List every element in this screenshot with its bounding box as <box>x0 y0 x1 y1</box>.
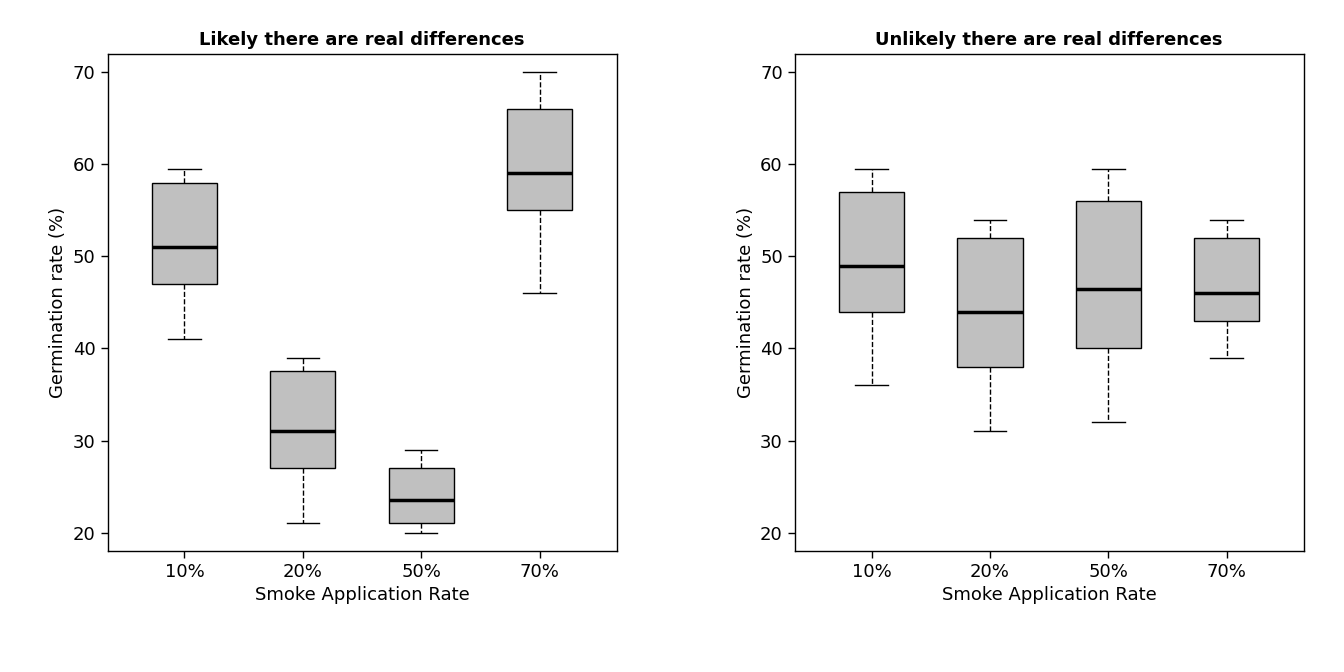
Y-axis label: Germination rate (%): Germination rate (%) <box>50 207 67 398</box>
Title: Likely there are real differences: Likely there are real differences <box>199 32 524 50</box>
X-axis label: Smoke Application Rate: Smoke Application Rate <box>254 587 469 604</box>
PathPatch shape <box>1075 201 1141 349</box>
PathPatch shape <box>1195 238 1259 321</box>
PathPatch shape <box>507 109 573 210</box>
Title: Unlikely there are real differences: Unlikely there are real differences <box>875 32 1223 50</box>
PathPatch shape <box>388 468 454 523</box>
Y-axis label: Germination rate (%): Germination rate (%) <box>737 207 754 398</box>
X-axis label: Smoke Application Rate: Smoke Application Rate <box>942 587 1157 604</box>
PathPatch shape <box>152 183 216 284</box>
PathPatch shape <box>957 238 1023 367</box>
PathPatch shape <box>270 372 336 468</box>
PathPatch shape <box>839 192 905 312</box>
